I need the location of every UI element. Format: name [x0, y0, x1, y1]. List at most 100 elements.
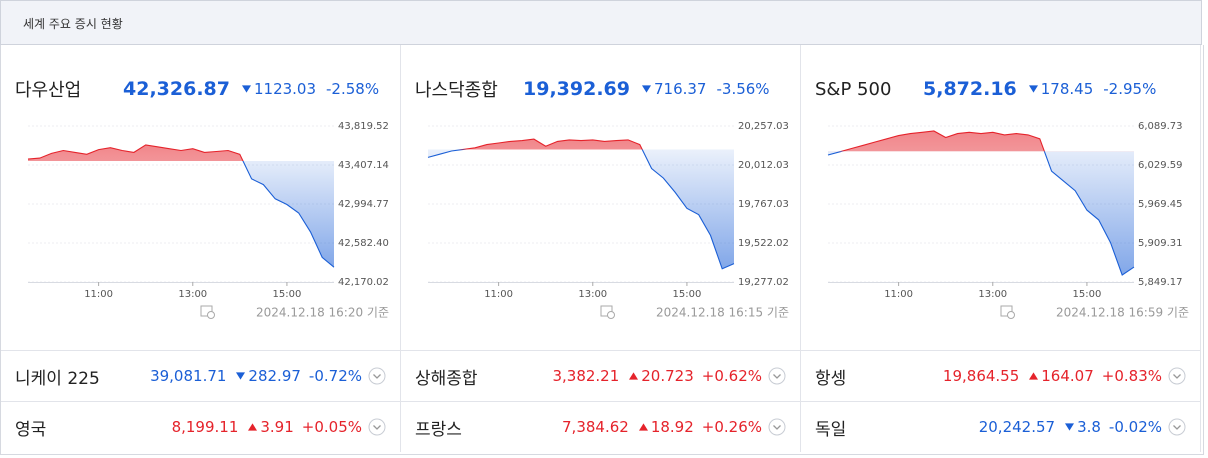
icon-clock	[207, 311, 215, 319]
button-chevron	[1173, 425, 1181, 430]
x-tick-label: 15:00	[673, 289, 702, 300]
y-tick-label: 5,969.45	[1138, 199, 1183, 210]
index-change-pct: -0.02%	[1108, 418, 1162, 436]
button-chevron	[373, 374, 381, 379]
index-change: 178.45	[1040, 80, 1094, 98]
y-tick-label: 19,277.02	[738, 277, 789, 288]
index-panel: 다우산업 42,326.87 1123.03 -2.58% 43,819.52 43,40…	[1, 45, 401, 350]
icon-box	[600, 305, 613, 317]
index-price: 39,081.71	[150, 367, 227, 385]
price-line-up	[458, 138, 643, 150]
y-tick-label: 43,819.52	[338, 121, 389, 132]
button-chevron	[773, 425, 781, 430]
index-panel: 나스닥종합 19,392.69 716.37 -3.56% 20,257.03 20,01…	[401, 45, 801, 350]
area-above	[462, 139, 643, 150]
y-tick-label: 43,407.14	[338, 160, 389, 171]
index-change: 1123.03	[253, 80, 317, 98]
y-tick-label: 20,257.03	[738, 121, 789, 132]
arrow-shape	[638, 423, 648, 431]
index-change: 3.8	[1077, 418, 1101, 436]
index-panel: S&P 500 5,872.16 178.45 -2.95% 6,089.73 6,029…	[801, 45, 1201, 350]
index-price: 20,242.57	[978, 418, 1056, 436]
x-tick-label: 13:00	[578, 289, 607, 300]
y-tick-label: 5,849.17	[1138, 277, 1183, 288]
arrow-shape	[641, 85, 651, 93]
index-price: 5,872.16	[923, 78, 1017, 100]
arrow-shape	[236, 372, 246, 380]
index-change-pct: -2.58%	[326, 80, 380, 98]
x-tick-label: 13:00	[978, 289, 1007, 300]
x-tick-label: 11:00	[484, 289, 513, 300]
x-tick-label: 15:00	[1073, 289, 1102, 300]
index-change: 164.07	[1041, 367, 1094, 385]
expand-button[interactable]	[1168, 367, 1186, 385]
button-chevron	[773, 374, 781, 379]
direction-arrow	[638, 423, 648, 431]
expand-button[interactable]	[768, 367, 786, 385]
price-line-down	[242, 160, 335, 268]
index-head: 다우산업 42,326.87 1123.03 -2.58%	[15, 75, 388, 103]
index-change: 716.37	[653, 80, 707, 98]
button-circle	[768, 367, 786, 385]
arrow-shape	[248, 423, 258, 431]
button-circle	[368, 418, 386, 436]
index-name: 항셍	[815, 368, 847, 389]
x-tick-label: 11:00	[84, 289, 113, 300]
index-price: 3,382.21	[552, 367, 620, 385]
expand-button[interactable]	[368, 367, 386, 385]
index-change-pct: +0.05%	[301, 418, 362, 436]
clock-icon	[1000, 305, 1015, 319]
area-above	[28, 144, 243, 161]
timestamp: 2024.12.18 16:20 기준	[256, 306, 389, 320]
direction-arrow	[241, 85, 251, 93]
direction-arrow	[641, 85, 651, 93]
y-tick-label: 42,170.02	[338, 277, 389, 288]
button-circle	[368, 367, 386, 385]
index-change-pct: +0.26%	[701, 418, 762, 436]
board: 다우산업 42,326.87 1123.03 -2.58% 43,819.52 43,40…	[0, 45, 1204, 455]
button-chevron	[373, 425, 381, 430]
icon-box	[200, 305, 213, 317]
timestamp: 2024.12.18 16:15 기준	[656, 306, 789, 320]
button-circle	[768, 418, 786, 436]
direction-arrow	[1029, 372, 1039, 380]
area-below	[828, 151, 1134, 275]
market-row: 독일 20,242.57 3.8 -0.02%	[801, 401, 1201, 452]
clock-icon	[600, 305, 615, 319]
index-change-pct: -0.72%	[308, 367, 362, 385]
area-below	[428, 149, 734, 269]
header: 세계 주요 증시 현황	[0, 0, 1202, 45]
market-row: 상해종합 3,382.21 20.723 +0.62%	[401, 350, 801, 401]
expand-button[interactable]	[1168, 418, 1186, 436]
index-name: 다우산업	[15, 80, 82, 101]
y-tick-label: 42,994.77	[338, 199, 389, 210]
button-circle	[1168, 367, 1186, 385]
timestamp: 2024.12.18 16:59 기준	[1056, 306, 1189, 320]
arrow-shape	[1065, 423, 1075, 431]
icon-box	[1000, 305, 1013, 317]
price-line-down	[427, 149, 735, 270]
market-row: 프랑스 7,384.62 18.92 +0.26%	[401, 401, 801, 452]
y-tick-label: 6,029.59	[1138, 160, 1183, 171]
icon-clock	[1007, 311, 1015, 319]
area-below	[28, 160, 334, 268]
price-line-up	[839, 130, 1045, 152]
index-price: 7,384.62	[562, 418, 629, 436]
direction-arrow	[629, 372, 639, 380]
y-tick-label: 5,909.31	[1138, 238, 1183, 249]
index-chart: 20,257.03 20,012.03 19,767.03 19,522.02 19,2…	[427, 121, 789, 320]
market-row: 항셍 19,864.55 164.07 +0.83%	[801, 350, 1201, 401]
area-above	[828, 131, 1134, 152]
expand-button[interactable]	[768, 418, 786, 436]
expand-button[interactable]	[368, 418, 386, 436]
x-tick-label: 11:00	[884, 289, 913, 300]
index-head: S&P 500 5,872.16 178.45 -2.95%	[815, 75, 1188, 103]
index-price: 19,864.55	[942, 367, 1020, 385]
index-change-pct: +0.83%	[1101, 367, 1162, 385]
index-chart: 43,819.52 43,407.14 42,994.77 42,582.40 42,1…	[27, 121, 389, 320]
y-tick-label: 19,767.03	[738, 199, 789, 210]
index-name: 상해종합	[415, 368, 478, 389]
index-price: 8,199.11	[171, 418, 239, 436]
arrow-shape	[629, 372, 639, 380]
index-price: 19,392.69	[523, 78, 630, 100]
